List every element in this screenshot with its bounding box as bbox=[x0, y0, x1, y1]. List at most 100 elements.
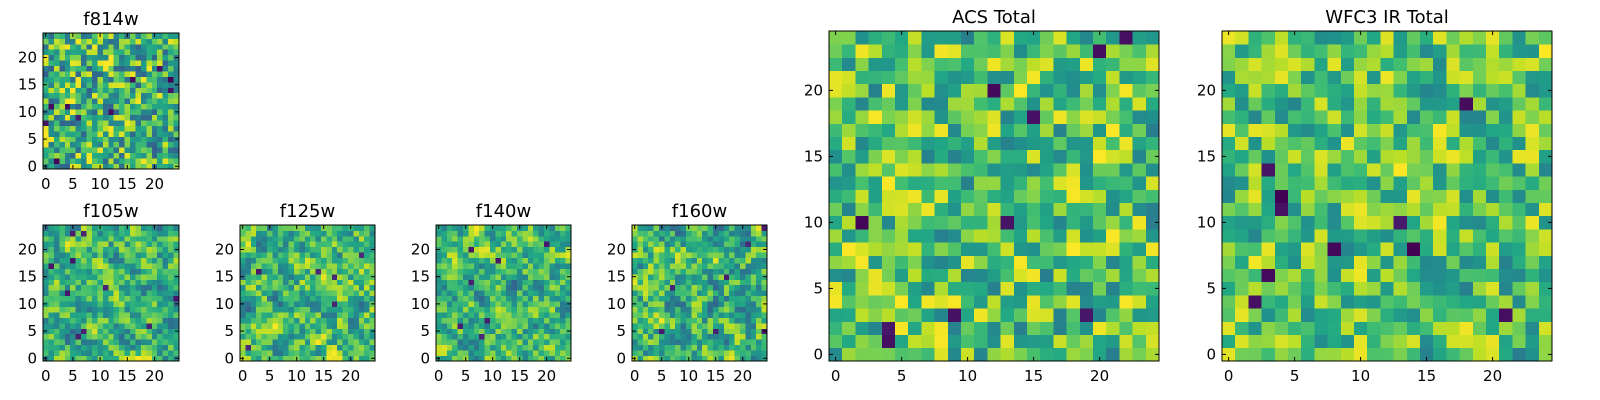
heatmap-cell bbox=[1446, 110, 1460, 124]
heatmap-cell bbox=[97, 147, 104, 154]
heatmap-cell bbox=[1066, 189, 1081, 203]
heatmap-cell bbox=[987, 202, 1001, 217]
heatmap-cell bbox=[130, 120, 136, 126]
heatmap-cell bbox=[829, 308, 843, 322]
heatmap-cell bbox=[1079, 281, 1094, 296]
heatmap-cell bbox=[1248, 281, 1262, 296]
heatmap-cell bbox=[64, 65, 71, 72]
heatmap-cell bbox=[369, 333, 376, 340]
heatmap-cell bbox=[124, 125, 131, 132]
heatmap-cell bbox=[745, 355, 752, 362]
heatmap-cell bbox=[527, 295, 534, 302]
heatmap-cell bbox=[173, 147, 180, 154]
heatmap-cell bbox=[1538, 202, 1553, 217]
heatmap-cell bbox=[119, 257, 125, 264]
heatmap-cell bbox=[947, 136, 962, 151]
heatmap-cell bbox=[124, 301, 131, 307]
heatmap-cell bbox=[1040, 57, 1054, 71]
heatmap-cell bbox=[310, 290, 316, 297]
heatmap-cell bbox=[1420, 163, 1434, 177]
heatmap-cell bbox=[86, 344, 93, 351]
heatmap-cell bbox=[81, 317, 87, 324]
heatmap-cell bbox=[64, 344, 71, 351]
heatmap-cell bbox=[53, 284, 60, 291]
heatmap-cell bbox=[756, 355, 762, 362]
heatmap-cell bbox=[691, 312, 698, 318]
heatmap-cell bbox=[173, 92, 180, 99]
heatmap-cell bbox=[64, 306, 71, 313]
heatmap-cell bbox=[146, 301, 153, 307]
heatmap-cell bbox=[97, 252, 104, 259]
heatmap-cell bbox=[91, 355, 98, 362]
heatmap-cell bbox=[64, 114, 71, 121]
heatmap-cell bbox=[326, 290, 333, 297]
heatmap-cell bbox=[1145, 229, 1160, 243]
heatmap-cell bbox=[1000, 202, 1015, 217]
heatmap-cell bbox=[64, 284, 71, 291]
heatmap-cell bbox=[522, 350, 529, 356]
heatmap-cell bbox=[506, 350, 512, 356]
heatmap-cell bbox=[637, 263, 644, 269]
heatmap-cell bbox=[342, 339, 349, 346]
heatmap-cell bbox=[1106, 163, 1120, 177]
heatmap-cell bbox=[691, 333, 698, 340]
heatmap-cell bbox=[908, 123, 922, 137]
heatmap-cell bbox=[1027, 321, 1041, 335]
heatmap-cell bbox=[1261, 321, 1276, 335]
heatmap-cell bbox=[108, 125, 115, 132]
heatmap-cell bbox=[81, 81, 87, 88]
heatmap-cell bbox=[842, 215, 856, 230]
heatmap-cell bbox=[91, 312, 98, 318]
axes-frame bbox=[42, 32, 180, 170]
heatmap-cell bbox=[348, 317, 354, 324]
heatmap-cell bbox=[256, 279, 262, 286]
heatmap-cell bbox=[1132, 268, 1147, 283]
heatmap-cell bbox=[1079, 97, 1094, 111]
heatmap-cell bbox=[1248, 176, 1262, 190]
heatmap-cell bbox=[1393, 268, 1408, 283]
heatmap-cell bbox=[102, 49, 109, 56]
heatmap-cell bbox=[713, 290, 719, 297]
heatmap-cell bbox=[1274, 176, 1289, 190]
heatmap-cell bbox=[130, 136, 136, 143]
heatmap-cell bbox=[1222, 136, 1236, 151]
heatmap-cell bbox=[168, 152, 174, 159]
heatmap-cell bbox=[369, 322, 376, 329]
heatmap-cell bbox=[283, 252, 289, 259]
heatmap-cell bbox=[81, 109, 87, 115]
heatmap-cell bbox=[868, 57, 883, 71]
heatmap-cell bbox=[1459, 70, 1474, 85]
heatmap-cell bbox=[1000, 163, 1015, 177]
heatmap-cell bbox=[81, 235, 87, 242]
heatmap-cell bbox=[140, 65, 147, 72]
heatmap-cell bbox=[86, 333, 93, 340]
heatmap-cell bbox=[304, 295, 311, 302]
heatmap-cell bbox=[457, 350, 464, 356]
heatmap-cell bbox=[310, 225, 316, 231]
heatmap-cell bbox=[463, 312, 469, 318]
heatmap-cell bbox=[130, 103, 136, 110]
heatmap-cell bbox=[342, 252, 349, 259]
heatmap-cell bbox=[1119, 83, 1133, 98]
heatmap-cell bbox=[1145, 57, 1160, 71]
heatmap-cell bbox=[119, 147, 125, 154]
heatmap-cell bbox=[140, 246, 147, 253]
heatmap-cell bbox=[315, 328, 322, 335]
heatmap-cell bbox=[1000, 242, 1015, 256]
heatmap-cell bbox=[653, 328, 660, 335]
heatmap-cell bbox=[146, 246, 153, 253]
heatmap-cell bbox=[511, 279, 518, 286]
heatmap-cell bbox=[113, 71, 120, 77]
heatmap-cell bbox=[1367, 176, 1381, 190]
heatmap-cell bbox=[1145, 295, 1160, 309]
heatmap-cell bbox=[124, 120, 131, 126]
heatmap-cell bbox=[43, 125, 49, 132]
heatmap-cell bbox=[648, 225, 654, 231]
heatmap-cell bbox=[304, 355, 311, 362]
heatmap-cell bbox=[1261, 136, 1276, 151]
heatmap-cell bbox=[146, 65, 153, 72]
heatmap-cell bbox=[702, 301, 708, 307]
heatmap-cell bbox=[648, 350, 654, 356]
heatmap-cell bbox=[146, 225, 153, 231]
heatmap-cell bbox=[1222, 347, 1236, 362]
